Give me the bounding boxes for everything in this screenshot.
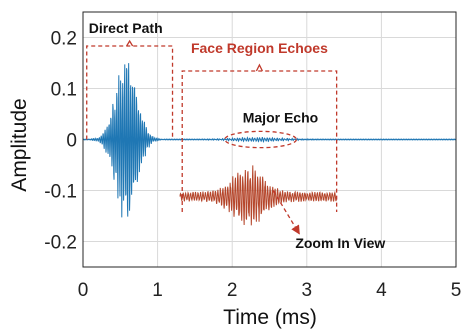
zoom-arrow (272, 190, 300, 235)
direct-path-label: Direct Path (89, 20, 163, 36)
tick-labels: 0 1 2 3 4 5 0.2 0.1 0 -0.1 -0.2 (44, 29, 461, 302)
x-tick-label: 1 (152, 280, 163, 301)
y-tick-label: 0.1 (51, 80, 77, 101)
x-tick-label: 3 (302, 280, 313, 301)
x-tick-label: 4 (376, 280, 387, 301)
plot-frame (82, 11, 457, 268)
y-axis-label: Amplitude (8, 98, 31, 191)
x-tick-label: 5 (451, 280, 462, 301)
major-echo-ellipse (224, 130, 298, 149)
major-echo-label: Major Echo (243, 109, 318, 125)
face-region-label: Face Region Echoes (191, 40, 328, 56)
face-region-bracket (181, 70, 338, 212)
y-tick-label: 0 (66, 131, 77, 152)
y-tick-label: -0.2 (44, 233, 77, 254)
x-tick-label: 0 (78, 280, 89, 301)
zoom-in-view-label: Zoom In View (295, 235, 385, 251)
direct-path-bracket-tip (126, 39, 134, 47)
direct-path-bracket (86, 45, 174, 140)
zoom-in-trace (179, 165, 338, 226)
y-tick-label: -0.1 (44, 182, 77, 203)
plot-area (82, 63, 457, 226)
signal-line (82, 63, 457, 218)
y-tick-label: 0.2 (51, 29, 77, 50)
x-tick-label: 2 (227, 280, 238, 301)
annotations: Direct Path Face Region Echoes Major Echo Z… (86, 20, 385, 251)
face-region-bracket-tip (255, 63, 264, 72)
x-axis-label: Time (ms) (223, 306, 317, 329)
